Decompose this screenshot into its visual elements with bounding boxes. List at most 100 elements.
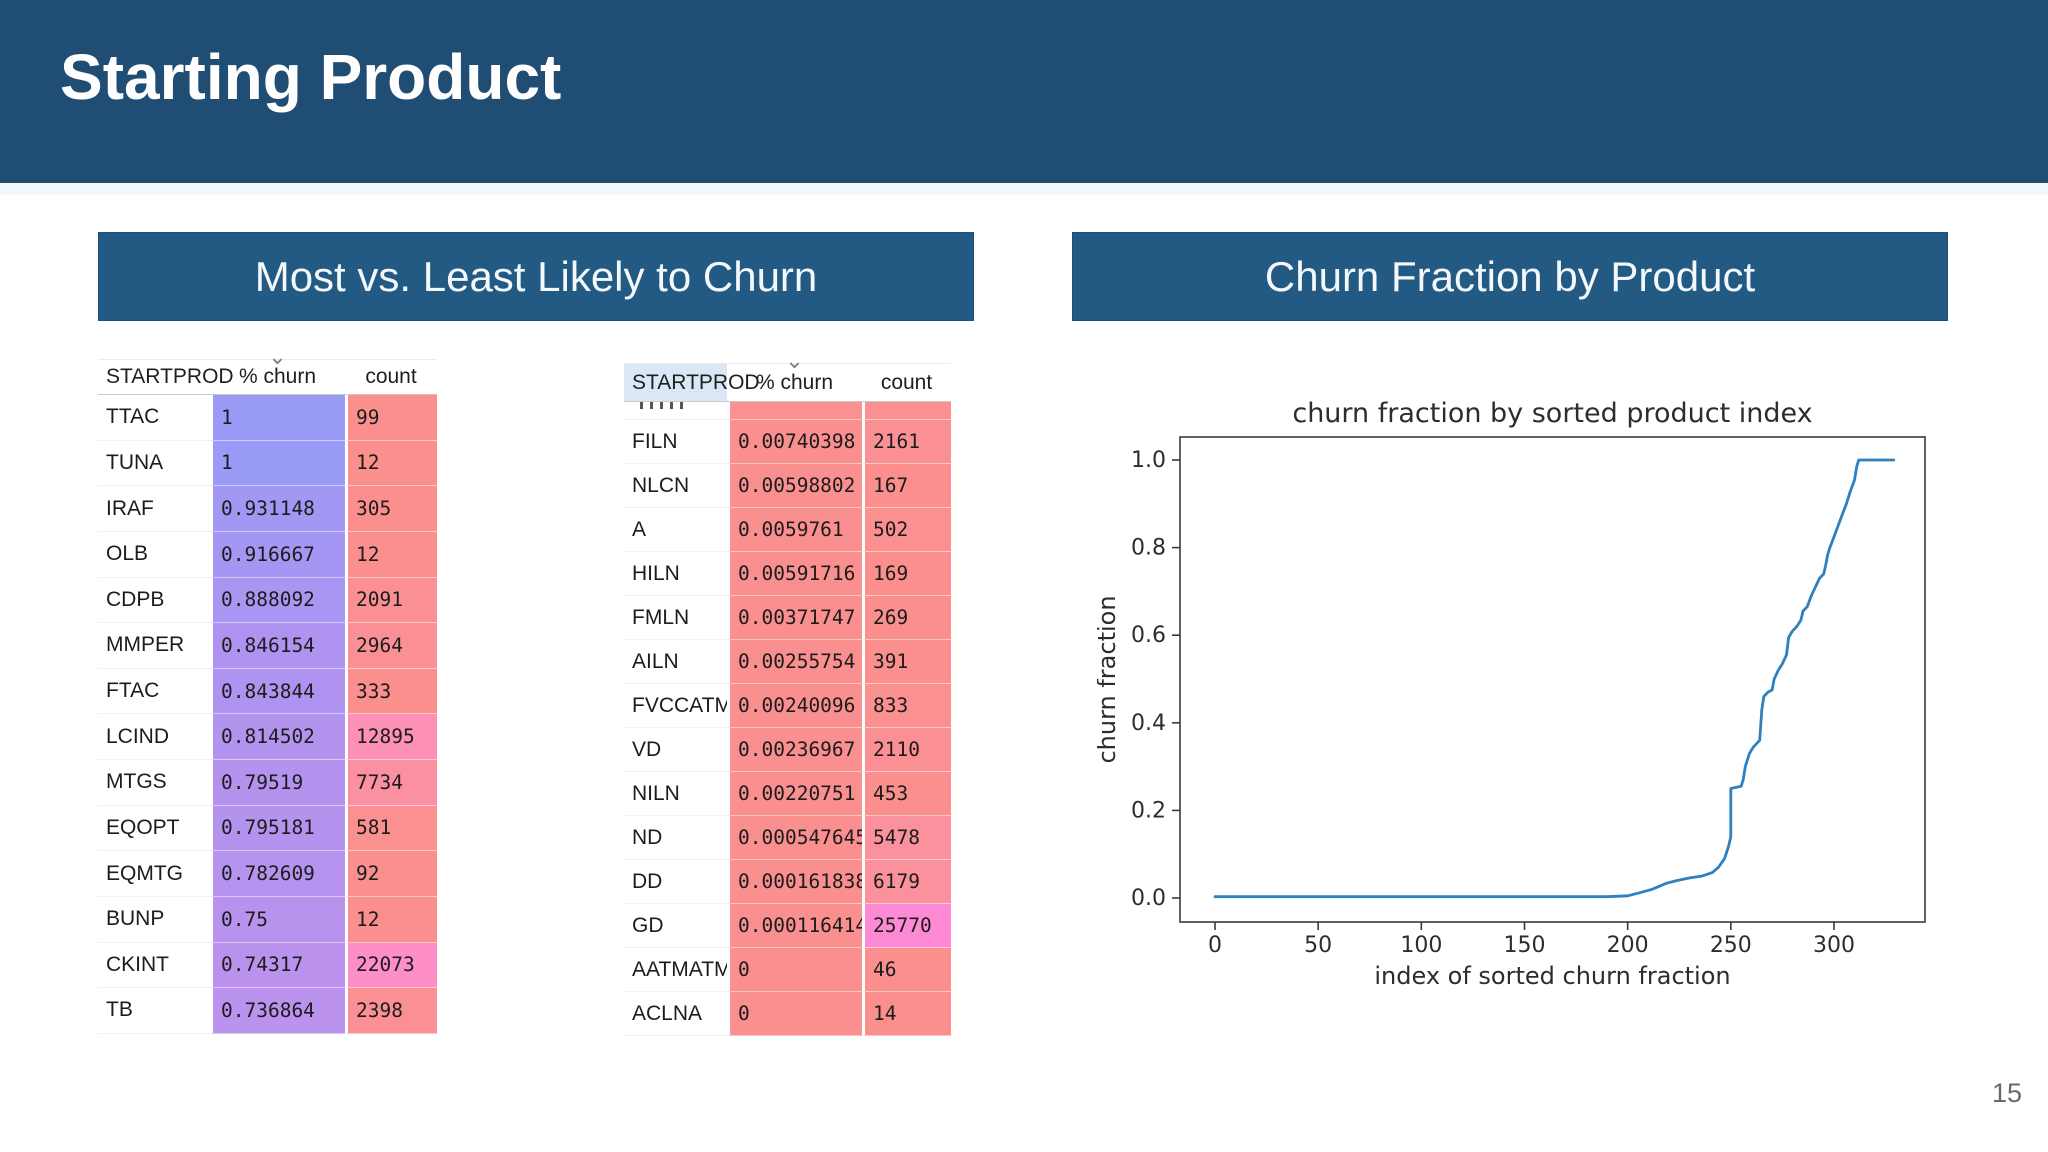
count-cell: 502	[862, 508, 951, 552]
product-cell: FMLN	[624, 596, 727, 640]
panel-header-most-vs-least-label: Most vs. Least Likely to Churn	[254, 252, 818, 300]
column-header-count[interactable]: count	[365, 365, 417, 388]
count-cell: 7734	[345, 760, 437, 806]
product-cell: VD	[624, 728, 727, 772]
churn-cell: 0.795181	[210, 805, 345, 852]
table-row: NILN 0.00220751 453	[624, 772, 951, 816]
count-cell: 12	[345, 896, 437, 943]
churn-fraction-chart: churn fraction by sorted product index in…	[1093, 392, 1960, 1006]
churn-cell: 1	[210, 440, 345, 487]
x-tick-label: 50	[1304, 933, 1332, 958]
least-likely-table-body: FILN 0.00740398 2161 NLCN 0.00598802 167 A 0.00…	[624, 402, 951, 1036]
table-row: BUNP 0.75 12	[98, 896, 437, 943]
count-cell: 453	[862, 772, 951, 816]
y-tick-label: 1.0	[1131, 448, 1166, 473]
product-cell: EQOPT	[98, 805, 210, 852]
churn-cell: 0.782609	[210, 851, 345, 897]
product-cell: IRAF	[98, 486, 210, 532]
product-cell: LCIND	[98, 714, 210, 760]
churn-cell	[727, 402, 862, 420]
product-cell: ACLNA	[624, 992, 727, 1036]
churn-cell: 0.79519	[210, 760, 345, 806]
product-cell: ND	[624, 816, 727, 860]
count-cell: 2964	[345, 623, 437, 669]
product-cell: CKINT	[98, 942, 210, 989]
count-cell: 12	[345, 531, 437, 578]
table-header-row: STARTPROD ⌄ % churn count	[98, 344, 437, 395]
table-header-row: STARTPROD ⌄ % churn count	[624, 348, 951, 402]
product-cell: FVCCATM	[624, 684, 732, 728]
churn-cell: 1	[210, 395, 345, 441]
table-row: CKINT 0.74317 22073	[98, 942, 437, 989]
count-cell: 169	[862, 552, 951, 596]
product-cell: HILN	[624, 552, 727, 596]
column-header-startprod[interactable]: STARTPROD	[106, 365, 234, 388]
table-row: TB 0.736864 2398	[98, 988, 437, 1034]
churn-cell: 0.888092	[210, 577, 345, 624]
count-cell: 2091	[345, 577, 437, 624]
clipped-row	[624, 402, 951, 420]
count-cell: 14	[862, 992, 951, 1036]
product-cell: MMPER	[98, 623, 210, 669]
table-row: A 0.0059761 502	[624, 508, 951, 552]
count-cell: 25770	[862, 904, 951, 948]
slide-header-band: Starting Product	[0, 0, 2048, 183]
table-row: TTAC 1 99	[98, 395, 437, 441]
table-row: DD 0.000161838 6179	[624, 860, 951, 904]
x-tick-label: 200	[1607, 933, 1649, 958]
churn-cell: 0.00255754	[727, 640, 862, 684]
column-header-count[interactable]: count	[880, 370, 933, 394]
x-tick-label: 0	[1208, 933, 1222, 958]
plot-frame	[1179, 436, 1926, 923]
most-likely-table-body: TTAC 1 99 TUNA 1 12 IRAF 0.931148 305 OLB 0.916667…	[98, 395, 437, 1034]
churn-cell: 0	[727, 948, 862, 992]
sort-caret-icon: ⌄	[785, 348, 804, 373]
count-cell: 92	[345, 851, 437, 897]
table-row: FILN 0.00740398 2161	[624, 420, 951, 464]
churn-cell: 0.00598802	[727, 464, 862, 508]
count-cell: 333	[345, 668, 437, 715]
count-cell: 2110	[862, 728, 951, 772]
x-tick-label: 150	[1503, 933, 1545, 958]
table-row: NLCN 0.00598802 167	[624, 464, 951, 508]
table-row: FVCCATM 0.00240096 833	[624, 684, 951, 728]
product-cell: NLCN	[624, 464, 727, 508]
product-cell: AATMATM	[624, 948, 732, 992]
page-number: 15	[1992, 1078, 2023, 1108]
churn-cell: 0.931148	[210, 486, 345, 532]
y-tick-label: 0.8	[1131, 536, 1166, 561]
column-header-churn[interactable]: ⌄ % churn	[238, 344, 317, 389]
churn-cell: 0.0059761	[727, 508, 862, 552]
product-cell: DD	[624, 860, 727, 904]
panel-header-churn-fraction-label: Churn Fraction by Product	[1264, 252, 1756, 300]
table-row: TUNA 1 12	[98, 440, 437, 487]
churn-cell: 0.75	[210, 896, 345, 943]
table-row: GD 0.000116414 25770	[624, 904, 951, 948]
column-header-churn[interactable]: ⌄ % churn	[755, 348, 834, 394]
count-cell: 99	[345, 395, 437, 441]
x-tick-label: 300	[1813, 933, 1855, 958]
churn-cell: 0.916667	[210, 531, 345, 578]
count-cell: 391	[862, 640, 951, 684]
sort-caret-icon: ⌄	[268, 344, 287, 369]
count-cell: 6179	[862, 860, 951, 904]
column-header-startprod[interactable]: STARTPROD	[624, 364, 760, 401]
table-row: LCIND 0.814502 12895	[98, 714, 437, 760]
y-tick-label: 0.4	[1131, 711, 1166, 736]
table-row: ACLNA 0 14	[624, 992, 951, 1036]
clipped-row-text-remnant	[624, 402, 727, 420]
churn-cell: 0.00740398	[727, 420, 862, 464]
product-cell: CDPB	[98, 577, 210, 624]
x-tick-label: 100	[1400, 933, 1442, 958]
table-row: ND 0.000547645 5478	[624, 816, 951, 860]
table-row: AILN 0.00255754 391	[624, 640, 951, 684]
churn-cell: 0.00220751	[727, 772, 862, 816]
churn-cell: 0.00240096	[727, 684, 862, 728]
churn-cell: 0.000547645	[727, 816, 867, 860]
y-axis-label: churn fraction	[1097, 595, 1121, 763]
slide-title: Starting Product	[60, 41, 562, 113]
count-cell: 581	[345, 805, 437, 852]
product-cell: A	[624, 508, 727, 552]
product-cell: AILN	[624, 640, 727, 684]
chart-canvas: churn fraction by sorted product index in…	[1093, 398, 1926, 990]
